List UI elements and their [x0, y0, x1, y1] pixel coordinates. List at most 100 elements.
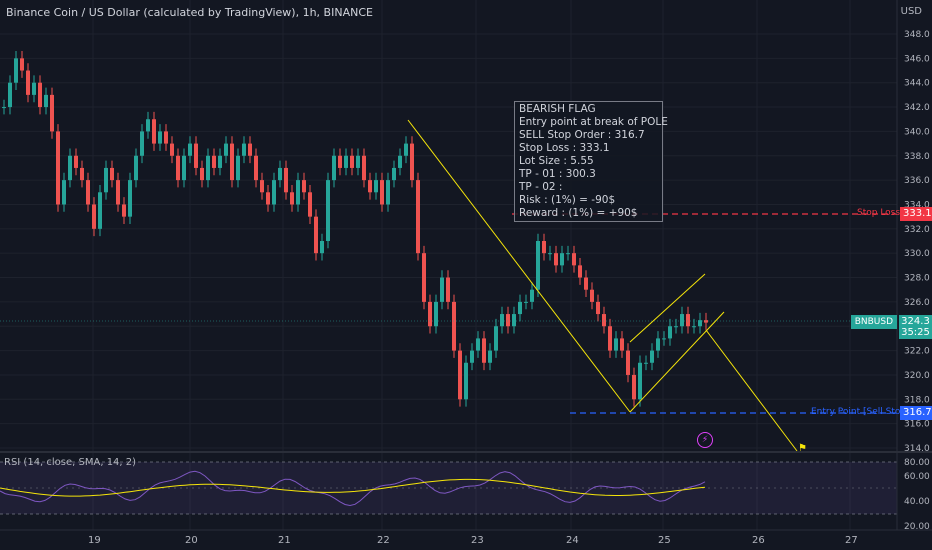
candle-body: [224, 143, 228, 156]
rsi-tick-label: 60.00: [904, 472, 930, 482]
price-tick-label: 340.0: [904, 127, 930, 137]
candle-body: [452, 301, 456, 351]
rsi-indicator-label[interactable]: RSI (14, close, SMA, 14, 2): [4, 457, 137, 468]
candle-body: [14, 58, 18, 83]
candle-body: [308, 192, 312, 217]
candle-body: [302, 180, 306, 193]
candle-body: [536, 241, 540, 290]
candle-body: [62, 180, 66, 205]
candle-body: [32, 82, 36, 95]
price-tick-label: 316.0: [904, 420, 930, 430]
candle-body: [176, 155, 180, 181]
candle-body: [338, 155, 342, 168]
annotation-line: TP - 02 :: [519, 181, 563, 193]
price-tick-label: 342.0: [904, 103, 930, 113]
lightning-icon[interactable]: ⚡: [697, 432, 713, 448]
annotation-line: Stop Loss : 333.1: [519, 142, 610, 154]
candle-body: [314, 216, 318, 254]
candle-body: [512, 314, 516, 327]
time-axis[interactable]: 19 20 21 22 23 24 25 26 27: [88, 535, 858, 546]
candle-body: [98, 192, 102, 229]
candle-body: [398, 155, 402, 168]
candle-body: [152, 119, 156, 144]
annotation-line: TP - 01 : 300.3: [519, 168, 596, 180]
candle-body: [704, 320, 708, 323]
candle-body: [404, 143, 408, 156]
price-tick-label: 336.0: [904, 176, 930, 186]
flag-icon: ⚑: [798, 443, 807, 454]
candle-body: [50, 94, 54, 132]
rsi-axis[interactable]: 80.00 60.00 40.00 20.00: [904, 458, 930, 532]
symbol-title[interactable]: Binance Coin / US Dollar (calculated by …: [6, 6, 373, 19]
candle-body: [488, 350, 492, 363]
candle-body: [86, 180, 90, 205]
time-tick-label: 21: [278, 535, 291, 546]
candle-body: [296, 180, 300, 205]
price-tick-label: 326.0: [904, 298, 930, 308]
candle-body: [698, 320, 702, 327]
price-tick-label: 314.0: [904, 444, 930, 454]
candle-body: [188, 143, 192, 156]
annotation-line: Lot Size : 5.55: [519, 155, 594, 167]
candle-body: [440, 277, 444, 302]
candle-body: [110, 167, 114, 181]
annotation-line: Entry point at break of POLE: [519, 116, 668, 128]
candle-body: [482, 338, 486, 363]
candle-body: [410, 143, 414, 181]
rsi-tick-label: 20.00: [904, 522, 930, 532]
candle-body: [464, 362, 468, 400]
candle-body: [668, 326, 672, 339]
candle-body: [74, 155, 78, 168]
candle-body: [458, 350, 462, 400]
candle-body: [8, 82, 12, 108]
candle-body: [476, 338, 480, 351]
annotation-line: SELL Stop Order : 316.7: [519, 129, 645, 141]
time-tick-label: 24: [566, 535, 579, 546]
trade-annotation[interactable]: BEARISH FLAG Entry point at break of POL…: [514, 101, 668, 222]
candles: [2, 51, 708, 407]
candle-body: [284, 167, 288, 193]
candle-body: [44, 94, 48, 108]
candle-body: [116, 180, 120, 205]
candle-body: [170, 143, 174, 156]
last-price-tag: 324.3 35:25: [899, 315, 932, 339]
candle-body: [572, 253, 576, 266]
pole-line: [407, 119, 631, 413]
stop-loss-tag: 333.1: [900, 207, 932, 221]
currency-label[interactable]: USD: [900, 6, 922, 17]
candle-body: [344, 155, 348, 168]
time-tick-label: 26: [752, 535, 765, 546]
annotation-line: Risk : (1%) = -90$: [519, 194, 616, 206]
candle-body: [380, 180, 384, 205]
candle-body: [422, 253, 426, 302]
price-axis[interactable]: 348.0 346.0 344.0 342.0 340.0 338.0 336.0 334.0…: [904, 30, 930, 454]
candle-body: [434, 301, 438, 327]
entry-tag: 316.7: [900, 406, 932, 420]
price-tick-label: 344.0: [904, 79, 930, 89]
candle-body: [56, 131, 60, 205]
price-tick-label: 330.0: [904, 249, 930, 259]
candle-body: [218, 155, 222, 168]
candle-body: [200, 167, 204, 181]
candle-body: [608, 326, 612, 351]
candle-body: [614, 338, 618, 351]
candle-body: [2, 107, 6, 109]
candle-body: [590, 289, 594, 302]
candle-body: [554, 253, 558, 266]
candle-body: [374, 180, 378, 193]
candle-body: [416, 180, 420, 254]
price-tick-label: 334.0: [904, 200, 930, 210]
candle-body: [686, 314, 690, 327]
candle-body: [386, 180, 390, 205]
candle-body: [644, 362, 648, 364]
candle-body: [26, 70, 30, 95]
candle-body: [500, 314, 504, 327]
candle-body: [674, 326, 678, 328]
candle-body: [320, 241, 324, 254]
candle-body: [518, 301, 522, 315]
candle-body: [236, 155, 240, 181]
time-tick-label: 20: [185, 535, 198, 546]
grid: [0, 0, 897, 530]
candle-body: [626, 350, 630, 375]
